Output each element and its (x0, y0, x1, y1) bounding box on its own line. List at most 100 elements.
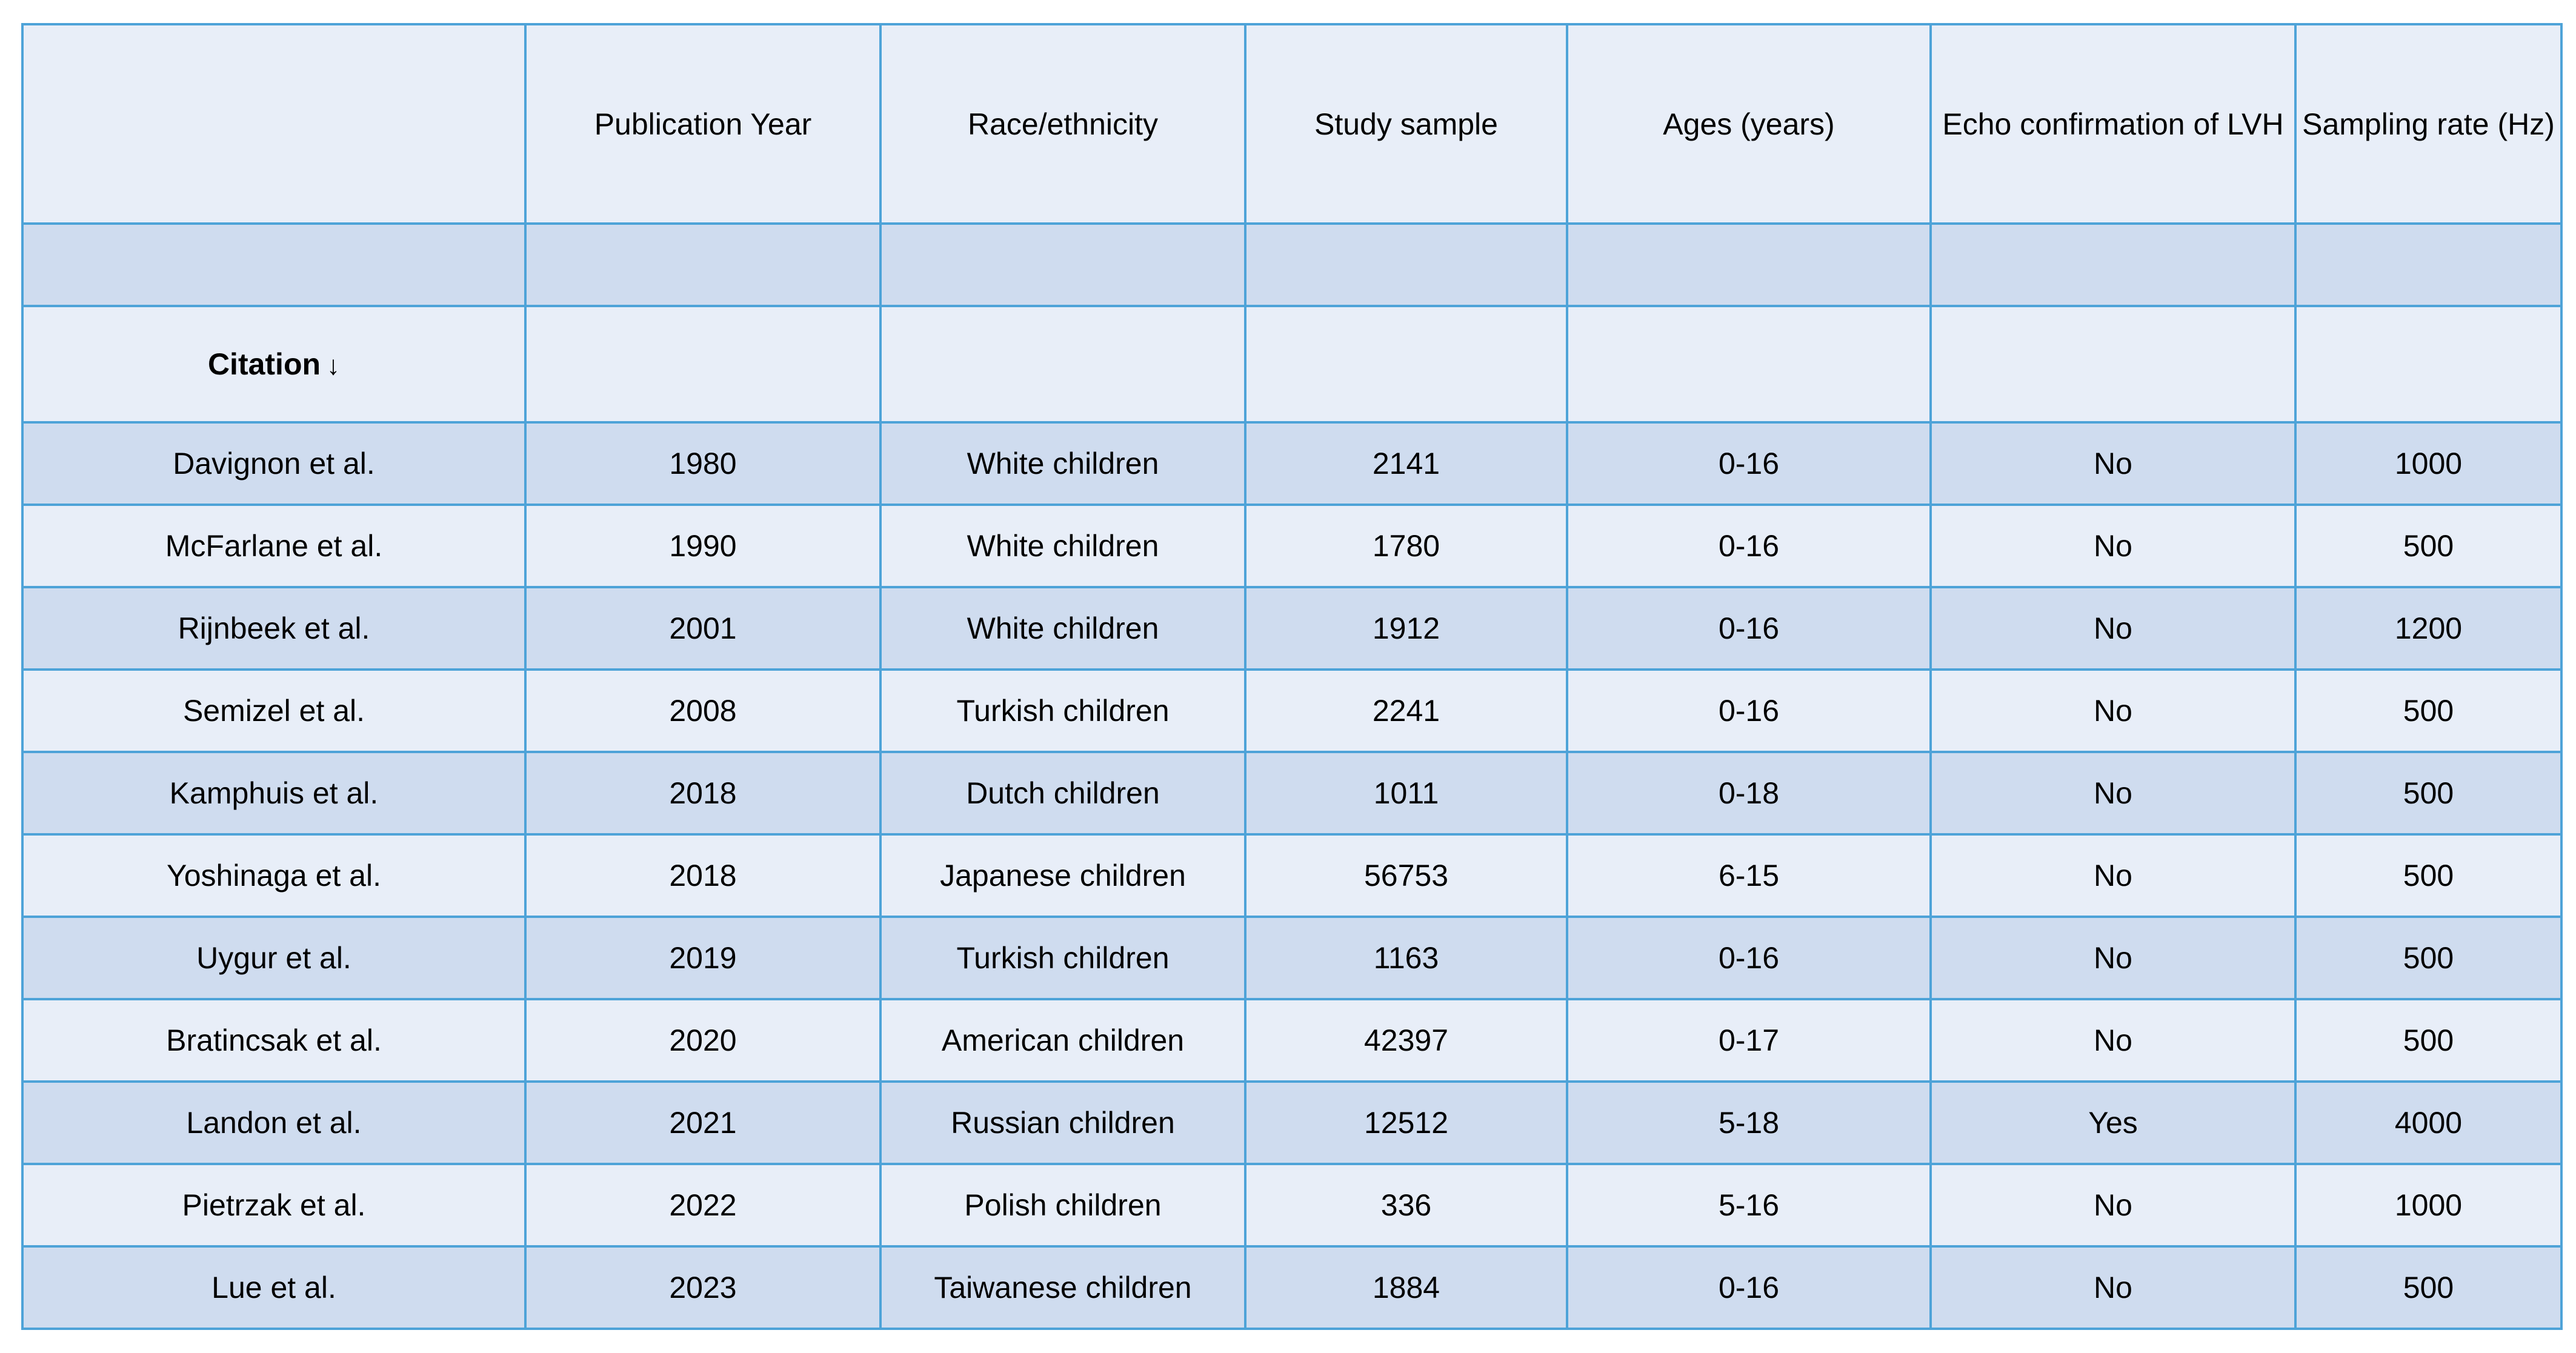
citation-sort-header[interactable]: Citation ↓ (21, 305, 527, 424)
ages-cell: 0-16 (1566, 668, 1932, 753)
ages-cell: 0-16 (1566, 504, 1932, 588)
echo-confirmation-cell: No (1929, 1245, 2297, 1330)
sampling-rate-cell: 500 (2294, 668, 2563, 753)
ages-cell: 0-16 (1566, 916, 1932, 1000)
publication-year-cell: 2018 (524, 833, 882, 918)
race-ethnicity-cell: Polish children (879, 1163, 1246, 1248)
citation-cell: Landon et al. (21, 1080, 527, 1165)
study-sample-cell: 1884 (1244, 1245, 1568, 1330)
publication-year-cell: 1980 (524, 421, 882, 506)
ages-cell: 0-16 (1566, 1245, 1932, 1330)
sampling-rate-cell: 500 (2294, 1245, 2563, 1330)
sampling-rate-cell: 4000 (2294, 1080, 2563, 1165)
ages-cell: 0-16 (1566, 586, 1932, 671)
column-header-ages[interactable]: Ages (years) (1566, 23, 1932, 225)
ages-cell: 5-18 (1566, 1080, 1932, 1165)
study-sample-cell: 1780 (1244, 504, 1568, 588)
column-header-study-sample[interactable]: Study sample (1244, 23, 1568, 225)
ages-cell: 5-16 (1566, 1163, 1932, 1248)
study-sample-cell: 1912 (1244, 586, 1568, 671)
citation-header-label: Citation (207, 347, 321, 381)
sampling-rate-cell: 1200 (2294, 586, 2563, 671)
publication-year-cell: 2020 (524, 998, 882, 1083)
citation-cell: Yoshinaga et al. (21, 833, 527, 918)
echo-confirmation-cell: No (1929, 504, 2297, 588)
publication-year-cell: 2022 (524, 1163, 882, 1248)
study-sample-cell: 12512 (1244, 1080, 1568, 1165)
spacer-cell (21, 222, 527, 307)
citation-cell: Kamphuis et al. (21, 751, 527, 836)
ages-cell: 0-18 (1566, 751, 1932, 836)
column-header-blank (21, 23, 527, 225)
table-row: Uygur et al. 2019 Turkish children 1163 … (21, 916, 2563, 1000)
ages-cell: 0-16 (1566, 421, 1932, 506)
citation-row-blank-cell (1244, 305, 1568, 424)
citation-cell: Rijnbeek et al. (21, 586, 527, 671)
column-header-publication-year[interactable]: Publication Year (524, 23, 882, 225)
publication-year-cell: 2023 (524, 1245, 882, 1330)
echo-confirmation-cell: No (1929, 916, 2297, 1000)
citation-cell: Pietrzak et al. (21, 1163, 527, 1248)
sampling-rate-cell: 500 (2294, 916, 2563, 1000)
race-ethnicity-cell: Dutch children (879, 751, 1246, 836)
race-ethnicity-cell: Japanese children (879, 833, 1246, 918)
citation-row-blank-cell (2294, 305, 2563, 424)
study-sample-cell: 1163 (1244, 916, 1568, 1000)
header-row: Publication Year Race/ethnicity Study sa… (21, 23, 2563, 225)
race-ethnicity-cell: American children (879, 998, 1246, 1083)
table-body: Citation ↓ Davignon et al. 1980 White chi… (21, 222, 2563, 1330)
column-header-race-ethnicity[interactable]: Race/ethnicity (879, 23, 1246, 225)
citation-cell: Davignon et al. (21, 421, 527, 506)
citation-cell: Lue et al. (21, 1245, 527, 1330)
race-ethnicity-cell: White children (879, 421, 1246, 506)
publication-year-cell: 2018 (524, 751, 882, 836)
table-row: Rijnbeek et al. 2001 White children 1912… (21, 586, 2563, 671)
sampling-rate-cell: 1000 (2294, 421, 2563, 506)
citation-cell: Semizel et al. (21, 668, 527, 753)
spacer-row (21, 222, 2563, 307)
table-row: Pietrzak et al. 2022 Polish children 336… (21, 1163, 2563, 1248)
spacer-cell (1929, 222, 2297, 307)
citation-cell: Uygur et al. (21, 916, 527, 1000)
citation-cell: Bratincsak et al. (21, 998, 527, 1083)
citation-row-blank-cell (1566, 305, 1932, 424)
citation-cell: McFarlane et al. (21, 504, 527, 588)
ages-cell: 6-15 (1566, 833, 1932, 918)
table-row: Landon et al. 2021 Russian children 1251… (21, 1080, 2563, 1165)
table-row: Kamphuis et al. 2018 Dutch children 1011… (21, 751, 2563, 836)
publication-year-cell: 2001 (524, 586, 882, 671)
citation-header-row: Citation ↓ (21, 305, 2563, 424)
study-sample-cell: 42397 (1244, 998, 1568, 1083)
echo-confirmation-cell: No (1929, 833, 2297, 918)
column-header-sampling-rate[interactable]: Sampling rate (Hz) (2294, 23, 2563, 225)
study-sample-cell: 1011 (1244, 751, 1568, 836)
ages-cell: 0-17 (1566, 998, 1932, 1083)
race-ethnicity-cell: Taiwanese children (879, 1245, 1246, 1330)
publication-year-cell: 2008 (524, 668, 882, 753)
publication-year-cell: 2019 (524, 916, 882, 1000)
echo-confirmation-cell: Yes (1929, 1080, 2297, 1165)
race-ethnicity-cell: White children (879, 504, 1246, 588)
study-sample-cell: 336 (1244, 1163, 1568, 1248)
publication-year-cell: 1990 (524, 504, 882, 588)
table-row: Yoshinaga et al. 2018 Japanese children … (21, 833, 2563, 918)
sampling-rate-cell: 1000 (2294, 1163, 2563, 1248)
race-ethnicity-cell: Turkish children (879, 668, 1246, 753)
race-ethnicity-cell: White children (879, 586, 1246, 671)
spacer-cell (2294, 222, 2563, 307)
study-sample-cell: 56753 (1244, 833, 1568, 918)
study-sample-cell: 2241 (1244, 668, 1568, 753)
sort-down-arrow-icon[interactable]: ↓ (327, 351, 341, 381)
sampling-rate-cell: 500 (2294, 751, 2563, 836)
column-header-echo-confirmation[interactable]: Echo confirmation of LVH (1929, 23, 2297, 225)
sampling-rate-cell: 500 (2294, 504, 2563, 588)
sampling-rate-cell: 500 (2294, 998, 2563, 1083)
echo-confirmation-cell: No (1929, 1163, 2297, 1248)
spacer-cell (879, 222, 1246, 307)
spacer-cell (1244, 222, 1568, 307)
echo-confirmation-cell: No (1929, 586, 2297, 671)
study-sample-cell: 2141 (1244, 421, 1568, 506)
citation-row-blank-cell (879, 305, 1246, 424)
table-row: Davignon et al. 1980 White children 2141… (21, 421, 2563, 506)
table-row: Bratincsak et al. 2020 American children… (21, 998, 2563, 1083)
